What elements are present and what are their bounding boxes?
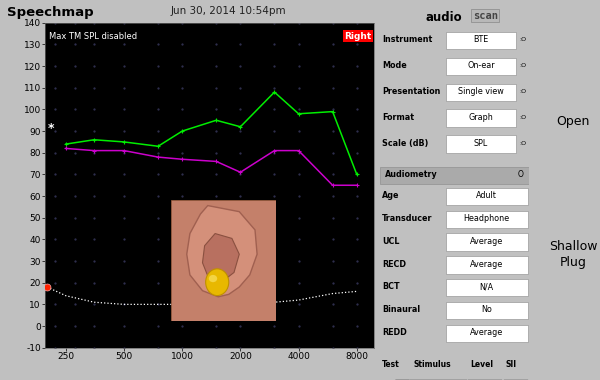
Text: :O: :O xyxy=(519,89,526,94)
Text: Mode: Mode xyxy=(382,61,407,70)
FancyBboxPatch shape xyxy=(446,135,516,153)
Text: On-ear: On-ear xyxy=(467,61,494,70)
Text: BTE: BTE xyxy=(473,35,488,44)
Text: UCL: UCL xyxy=(382,237,400,246)
Polygon shape xyxy=(202,234,239,282)
FancyBboxPatch shape xyxy=(446,233,528,251)
Text: Audiometry: Audiometry xyxy=(385,170,437,179)
Text: Headphone: Headphone xyxy=(464,214,510,223)
FancyBboxPatch shape xyxy=(446,109,516,127)
Text: No: No xyxy=(481,305,492,314)
Text: Average: Average xyxy=(470,328,503,337)
FancyBboxPatch shape xyxy=(446,188,528,205)
Ellipse shape xyxy=(209,275,217,282)
Text: :O: :O xyxy=(519,37,526,43)
Text: :O: :O xyxy=(519,63,526,68)
Text: Binaural: Binaural xyxy=(382,305,420,314)
FancyBboxPatch shape xyxy=(446,84,516,101)
Text: Stimulus: Stimulus xyxy=(413,360,451,369)
FancyBboxPatch shape xyxy=(446,32,516,49)
Text: Right: Right xyxy=(344,32,371,41)
Text: Instrument: Instrument xyxy=(382,35,432,44)
Text: Level: Level xyxy=(470,360,493,369)
Text: Format: Format xyxy=(382,113,414,122)
Text: Scale (dB): Scale (dB) xyxy=(382,139,428,148)
Text: N/A: N/A xyxy=(480,282,494,291)
Text: Graph: Graph xyxy=(469,113,493,122)
Text: Adult: Adult xyxy=(476,191,497,200)
FancyBboxPatch shape xyxy=(446,325,528,342)
Text: Transducer: Transducer xyxy=(382,214,433,223)
Text: O: O xyxy=(517,170,523,179)
FancyBboxPatch shape xyxy=(446,302,528,319)
Text: scan: scan xyxy=(473,11,497,21)
Polygon shape xyxy=(187,206,257,297)
Text: Single view: Single view xyxy=(458,87,504,96)
FancyBboxPatch shape xyxy=(446,256,528,274)
Text: Max TM SPL disabled: Max TM SPL disabled xyxy=(49,32,137,41)
FancyBboxPatch shape xyxy=(380,167,529,184)
Text: BCT: BCT xyxy=(382,282,400,291)
Text: Average: Average xyxy=(470,260,503,269)
Text: *: * xyxy=(48,122,55,135)
Text: RECD: RECD xyxy=(382,260,406,269)
Text: audio: audio xyxy=(425,11,461,24)
Text: Average: Average xyxy=(470,237,503,246)
Text: Test: Test xyxy=(382,360,400,369)
Text: REDD: REDD xyxy=(382,328,407,337)
Text: Presentation: Presentation xyxy=(382,87,440,96)
Text: SPL: SPL xyxy=(474,139,488,148)
Text: Open: Open xyxy=(556,115,590,128)
FancyBboxPatch shape xyxy=(446,211,528,228)
Ellipse shape xyxy=(206,269,229,296)
Text: :O: :O xyxy=(519,115,526,120)
FancyBboxPatch shape xyxy=(446,58,516,75)
Text: Shallow
Plug: Shallow Plug xyxy=(549,240,597,269)
Text: SII: SII xyxy=(506,360,517,369)
FancyBboxPatch shape xyxy=(446,279,528,296)
Text: Speechmap: Speechmap xyxy=(7,6,94,19)
Text: :O: :O xyxy=(519,141,526,146)
Text: Jun 30, 2014 10:54pm: Jun 30, 2014 10:54pm xyxy=(170,6,286,16)
Text: Age: Age xyxy=(382,191,400,200)
